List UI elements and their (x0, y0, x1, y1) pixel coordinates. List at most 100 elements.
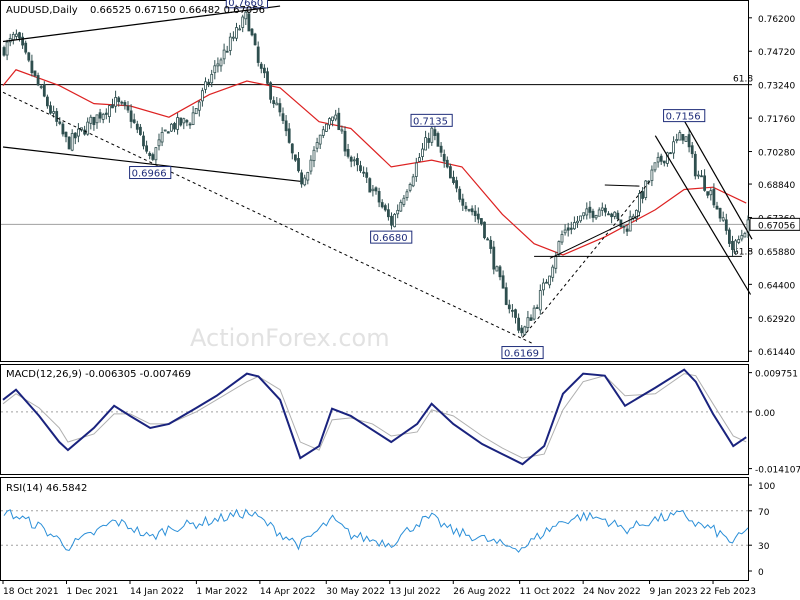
candle-body (365, 172, 369, 178)
candle-body (635, 209, 638, 219)
candle-body (464, 205, 468, 210)
candle-body (247, 13, 251, 32)
candle-body (213, 65, 217, 74)
candle-body (650, 169, 654, 181)
candle-body (83, 129, 86, 135)
candle-body (95, 114, 99, 124)
candle-body (58, 121, 62, 124)
candle-body (77, 128, 80, 137)
price-panel-frame (0, 0, 749, 362)
candle-body (368, 178, 372, 193)
candle-body (703, 175, 706, 191)
candle-body (30, 60, 34, 74)
rsi-line (3, 508, 749, 553)
candle-body (101, 113, 105, 120)
candle-body (473, 210, 477, 216)
candle-body (290, 143, 294, 154)
candle-body (21, 36, 25, 46)
rsi-axis-label: 100 (758, 482, 775, 492)
current-price-marker (749, 217, 800, 231)
candle-body (197, 101, 201, 111)
candle-body (244, 11, 248, 20)
candle-body (681, 134, 685, 141)
candle-body (207, 81, 211, 85)
candle-body (328, 118, 331, 126)
candle-body (467, 208, 471, 211)
candle-body (734, 240, 737, 253)
watermark: ActionForex.com (190, 324, 390, 352)
candle-body (607, 213, 610, 216)
time-axis-label: 9 Jan 2023 (650, 587, 698, 597)
candle-body (241, 16, 245, 28)
candle-body (402, 197, 406, 205)
candle-body (129, 110, 133, 122)
price-label: 0.6966 (132, 169, 167, 180)
candle-body (70, 133, 74, 151)
trend-line-fall-channel-upper (683, 120, 753, 240)
candle-body (712, 188, 716, 206)
candle-body (439, 145, 443, 153)
candle-body (393, 214, 397, 228)
candle-body (231, 36, 235, 39)
candle-body (166, 131, 170, 134)
time-axis-label: 14 Jan 2022 (130, 587, 184, 597)
candle-body (554, 256, 558, 269)
candle-body (337, 112, 341, 131)
macd-panel-frame (0, 364, 749, 475)
candle-body (693, 153, 697, 177)
price-axis-label: 0.71760 (758, 115, 795, 125)
candle-body (334, 114, 338, 120)
candle-body (427, 138, 431, 143)
candle-body (517, 317, 520, 331)
candle-body (108, 105, 111, 117)
candle-body (114, 97, 117, 107)
candle-body (284, 120, 288, 132)
trend-line-lower-channel (2, 146, 301, 182)
candle-body (579, 215, 582, 222)
candle-body (36, 75, 40, 86)
candle-body (659, 155, 663, 162)
macd-axis-label: 0.009751 (755, 370, 798, 380)
price-axis-label: 0.64400 (758, 281, 795, 291)
candle-body (526, 317, 530, 329)
candle-body (42, 84, 46, 97)
candle-body (510, 309, 514, 312)
candle-body (690, 145, 694, 155)
candle-body (154, 147, 158, 161)
macd-signal-line (2, 373, 747, 459)
candle-body (638, 193, 641, 213)
candle-body (359, 165, 362, 172)
candle-body (191, 112, 195, 125)
candle-body (380, 202, 384, 208)
candle-body (169, 123, 173, 132)
candle-body (514, 309, 517, 318)
candle-body (411, 176, 415, 187)
candle-body (256, 46, 260, 63)
candle-body (551, 266, 555, 278)
trend-line-rise-support-line (549, 214, 640, 259)
candle-body (160, 132, 164, 143)
candle-body (731, 240, 734, 250)
time-axis-label: 1 Dec 2021 (66, 587, 118, 597)
price-axis-label: 0.76200 (758, 15, 795, 25)
candle-body (386, 209, 390, 218)
candle-body (49, 105, 52, 114)
candle-body (662, 160, 666, 164)
candle-body (219, 59, 223, 67)
candle-body (315, 142, 319, 149)
candle-body (557, 241, 561, 256)
candle-body (312, 149, 316, 162)
candle-body (98, 112, 102, 119)
trend-line-rise-dashed-trendline (522, 181, 650, 338)
candle-body (721, 217, 725, 221)
candle-body (489, 239, 493, 249)
candle-body (476, 213, 480, 220)
trend-line-rise-box-top (604, 184, 640, 187)
candle-body (349, 156, 353, 162)
candle-body (458, 188, 462, 200)
candle-body (622, 225, 626, 228)
candle-body (5, 41, 9, 56)
candle-body (216, 63, 220, 67)
candle-body (653, 162, 657, 171)
